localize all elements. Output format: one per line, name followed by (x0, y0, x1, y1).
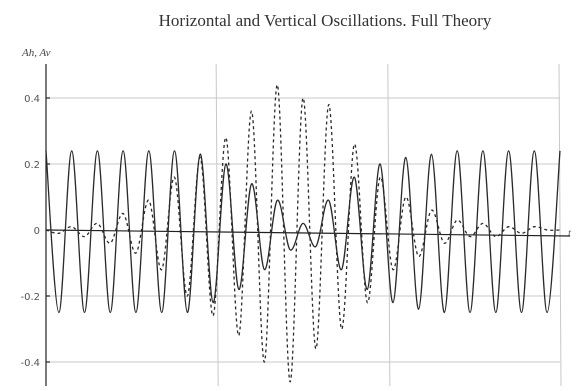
series-line-dashed (45, 84, 561, 383)
axes (45, 64, 571, 386)
series-line-solid (45, 150, 561, 314)
series-lines (45, 84, 561, 383)
y-tick-label: 0 (34, 226, 40, 237)
x-axis-label: t (568, 227, 572, 239)
y-axis-label: Ah, Av (21, 47, 51, 59)
y-tick-labels: 0.4 0.2 0 -0.2 -0.4 (20, 94, 50, 369)
v-grid-line (215, 63, 219, 387)
v-grid-line (558, 63, 562, 387)
v-grid-line (387, 63, 391, 387)
y-tick-label: 0.4 (24, 94, 40, 105)
y-tick-label: 0.2 (24, 160, 40, 171)
chart-title: Horizontal and Vertical Oscillations. Fu… (159, 11, 492, 30)
y-tick-label: -0.4 (20, 358, 40, 369)
y-tick-label: -0.2 (20, 292, 40, 303)
grid-lines (46, 63, 562, 387)
